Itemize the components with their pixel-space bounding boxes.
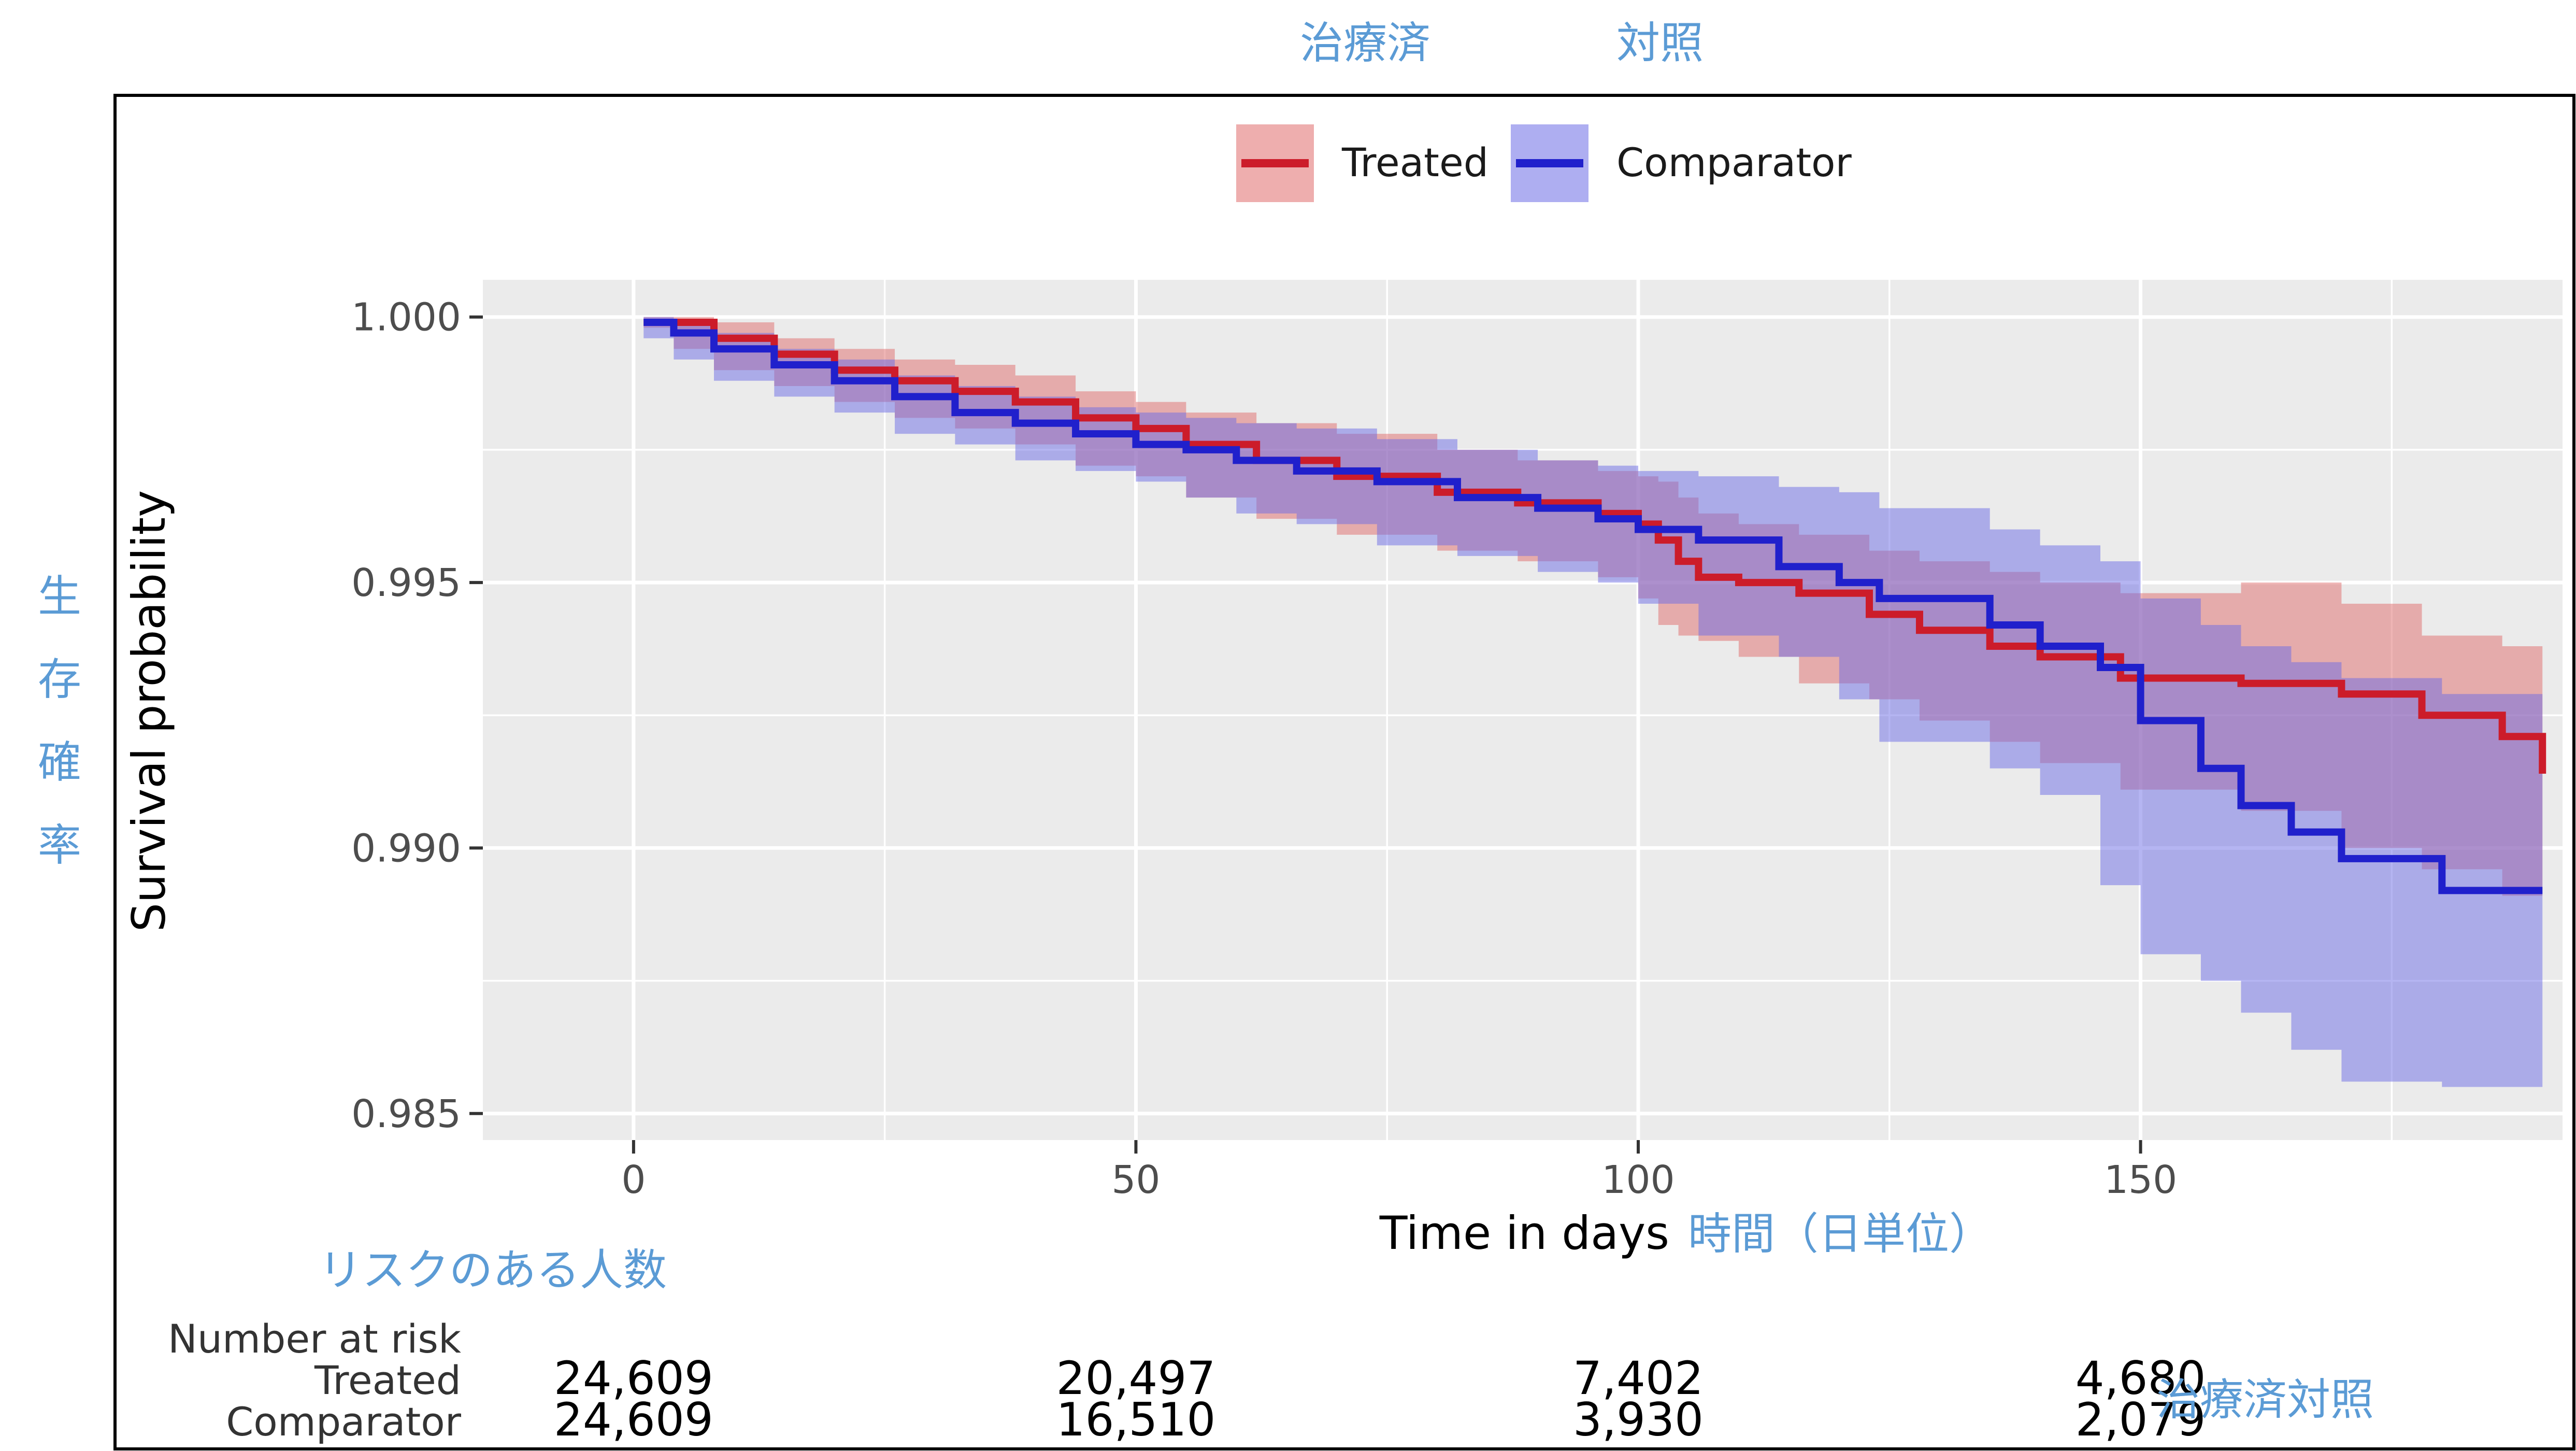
y-tick-label: 0.995 xyxy=(351,561,461,605)
x-tick-label: 50 xyxy=(1111,1158,1160,1202)
legend: Treated Comparator xyxy=(1236,124,1852,202)
risk-table-title-jp-annotation: リスクのある人数 xyxy=(319,1245,667,1296)
y-axis-title-jp-char: 確 xyxy=(38,737,81,788)
plot-frame xyxy=(113,94,2575,1450)
risk-row-label-comparator: Comparator xyxy=(226,1399,462,1445)
risk-table-cell: 24,609 xyxy=(554,1393,713,1446)
y-axis: 0.985 0.990 0.995 1.000 xyxy=(351,295,483,1136)
risk-table-cell: 20,497 xyxy=(1056,1352,1215,1405)
risk-table-cell: 4,680 xyxy=(2076,1352,2206,1405)
risk-table-cell: 24,609 xyxy=(554,1352,713,1405)
series-band-comparator xyxy=(643,317,2543,1087)
risk-table-cell: 3,930 xyxy=(1573,1393,1704,1446)
y-tick-label: 0.985 xyxy=(351,1092,461,1136)
x-tick-label: 150 xyxy=(2104,1158,2177,1202)
legend-label-treated: Treated xyxy=(1341,139,1489,186)
risk-table-cell: 2,079 xyxy=(2076,1393,2206,1446)
x-tick-label: 100 xyxy=(1601,1158,1675,1202)
x-tick-label: 0 xyxy=(621,1158,646,1202)
risk-table-title: Number at risk xyxy=(168,1316,461,1362)
y-tick-label: 0.990 xyxy=(351,826,461,871)
legend-label-comparator: Comparator xyxy=(1616,139,1852,186)
x-axis-title-jp-annotation: 時間（日単位） xyxy=(1688,1208,1993,1259)
y-axis-title: Survival probability xyxy=(122,490,176,932)
legend-comparator-jp-annotation: 対照 xyxy=(1616,18,1704,68)
x-axis-title: Time in days xyxy=(1379,1206,1669,1260)
y-axis-title-jp-char: 存 xyxy=(38,654,81,705)
legend-treated-jp-annotation: 治療済 xyxy=(1300,18,1430,68)
risk-table-values: 24,609 20,497 7,402 4,680 24,609 16,510 3,930 2… xyxy=(554,1352,2206,1446)
y-axis-title-jp-char: 率 xyxy=(38,820,81,871)
risk-table-cell: 7,402 xyxy=(1573,1352,1704,1405)
risk-rows-jp-annotation: 治療済対照 xyxy=(2156,1374,2374,1425)
risk-table-cell: 16,510 xyxy=(1056,1393,1215,1446)
y-tick-label: 1.000 xyxy=(351,295,461,340)
risk-row-label-treated: Treated xyxy=(314,1357,461,1403)
x-axis: 0 50 100 150 xyxy=(621,1140,2177,1202)
y-axis-title-jp-char: 生 xyxy=(38,571,81,622)
series-line-comparator xyxy=(643,318,2543,894)
